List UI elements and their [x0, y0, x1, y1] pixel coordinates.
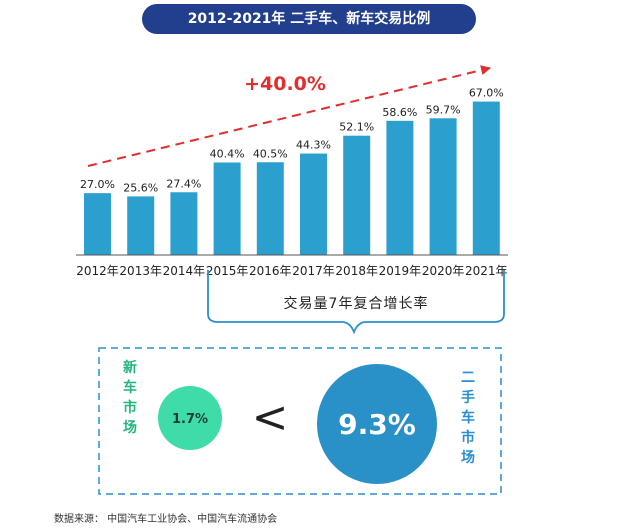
x-tick-label: 2020年: [422, 264, 465, 278]
bar-value-label: 25.6%: [123, 181, 158, 194]
bar-value-label: 27.0%: [80, 178, 115, 191]
bar-2019年: [386, 121, 413, 255]
bar-2016年: [257, 162, 284, 255]
bar-2021年: [473, 102, 500, 255]
x-tick-label: 2019年: [379, 264, 422, 278]
bar-value-label: 52.1%: [339, 121, 374, 134]
bar-2020年: [430, 118, 457, 255]
bar-value-label: 44.3%: [296, 139, 331, 152]
chart-canvas: +40.0% 27.0% 25.6% 27.4% 40.4% 40.5% 44.3% 52.…: [0, 0, 620, 528]
bar-2013年: [127, 196, 154, 255]
new-market-label: 新车市场: [123, 359, 137, 436]
less-than-symbol: <: [252, 392, 289, 443]
tick-labels-group: 2012年 2013年 2014年 2015年 2016年 2017年 2018年 2019年…: [76, 264, 507, 278]
bar-2018年: [343, 136, 370, 255]
x-tick-label: 2014年: [163, 264, 206, 278]
bar-2012年: [84, 193, 111, 255]
x-tick-label: 2021年: [465, 264, 508, 278]
x-tick-label: 2015年: [206, 264, 249, 278]
x-tick-label: 2018年: [335, 264, 378, 278]
bar-value-label: 40.4%: [210, 147, 245, 160]
x-tick-label: 2013年: [119, 264, 162, 278]
bar-value-label: 58.6%: [382, 106, 417, 119]
x-tick-label: 2017年: [292, 264, 335, 278]
bars-group: [84, 102, 500, 255]
bar-value-label: 59.7%: [426, 103, 461, 116]
x-tick-label: 2012年: [76, 264, 119, 278]
data-source-note: 数据来源： 中国汽车工业协会、中国汽车流通协会: [54, 510, 277, 525]
bar-value-label: 67.0%: [469, 87, 504, 100]
new-market-value: 1.7%: [172, 412, 208, 427]
bar-2017年: [300, 154, 327, 255]
bar-value-label: 27.4%: [166, 177, 201, 190]
bracket-label: 交易量7年复合增长率: [284, 295, 429, 312]
bar-value-label: 40.5%: [253, 147, 288, 160]
bar-2015年: [214, 162, 241, 255]
trend-label: +40.0%: [244, 73, 326, 95]
bar-2014年: [170, 192, 197, 255]
used-market-label: 二手车市场: [461, 370, 475, 466]
x-tick-label: 2016年: [249, 264, 292, 278]
used-market-value: 9.3%: [338, 408, 416, 441]
